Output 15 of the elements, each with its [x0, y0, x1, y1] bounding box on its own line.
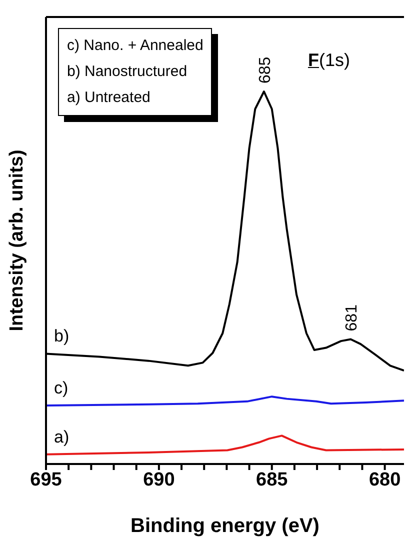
- series-label: b): [54, 326, 70, 346]
- series-label: c): [54, 378, 68, 398]
- text: b) Nanostructured: [67, 62, 188, 82]
- x-axis-title: Binding energy (eV): [130, 515, 320, 537]
- text: F(1s): [308, 50, 350, 71]
- series-label: a): [54, 427, 70, 446]
- annotation: a) Untreated: [67, 88, 152, 108]
- text: c) Nano. + Annealed: [67, 36, 204, 56]
- annotation: 685: [256, 56, 274, 84]
- x-tick-label: 690: [143, 469, 175, 490]
- annotation: 681: [344, 304, 361, 332]
- y-axis-title: Intensity (arb. units): [6, 150, 28, 332]
- x-tick-label: 695: [30, 469, 62, 490]
- x-tick-label: 680: [368, 469, 401, 490]
- x-tick-label: 685: [256, 469, 288, 490]
